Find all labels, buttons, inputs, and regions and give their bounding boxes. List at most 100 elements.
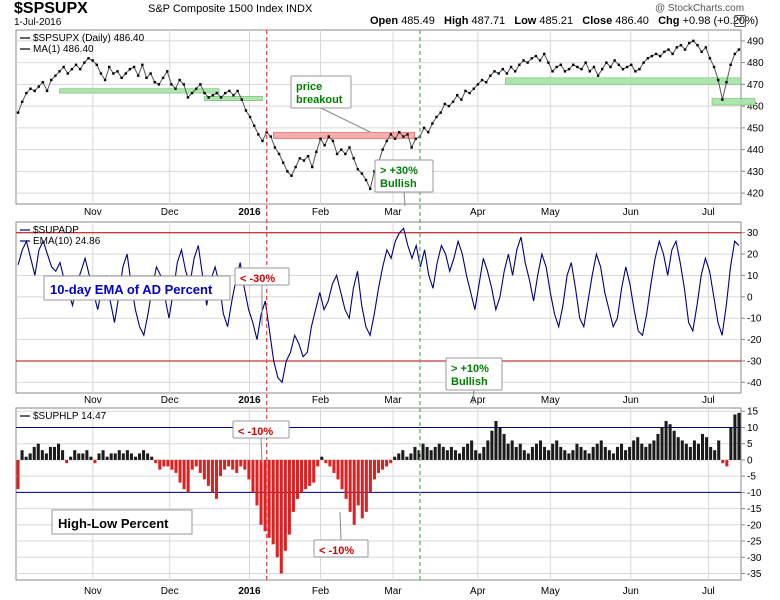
hl-bar (214, 459, 219, 499)
price-point (592, 65, 596, 69)
price-point (244, 109, 248, 112)
x-tick-label: 2016 (238, 586, 261, 597)
hl-bar (259, 459, 263, 525)
y-tick-label: 20 (747, 250, 759, 261)
hl-bar (470, 440, 474, 460)
hl-bar (202, 459, 206, 480)
hl-bar (182, 459, 186, 490)
x-tick-label: Feb (312, 586, 330, 597)
price-point (601, 67, 604, 71)
ohlc-readout: Open 485.49 High 487.71 Low 485.21 Close… (370, 15, 758, 27)
hl-bar (32, 446, 36, 460)
price-point (543, 52, 546, 56)
hl-bar (239, 459, 243, 467)
legend-entry: $SUPADP (33, 225, 79, 236)
hl-bar (466, 443, 470, 460)
hl-bar (376, 459, 381, 473)
x-tick-label: May (541, 586, 560, 597)
hl-bar (344, 459, 348, 499)
hl-bar (713, 450, 717, 460)
hl-bar (174, 459, 178, 473)
x-tick-label: Dec (161, 207, 179, 218)
chart-header: $SPSUPX S&P Composite 1500 Index INDX 1-… (0, 0, 780, 30)
hl-bar (425, 446, 429, 460)
y-tick-label: -25 (747, 537, 762, 548)
y-tick-label: 0 (747, 455, 753, 466)
hl-bar (389, 459, 393, 464)
hl-bar (360, 459, 364, 519)
price-point (224, 91, 227, 95)
price-point (393, 137, 397, 140)
hl-bar (332, 459, 336, 473)
hl-bar (583, 450, 587, 460)
hl-bar (510, 440, 514, 460)
hl-bar (73, 450, 77, 460)
price-point (584, 61, 587, 64)
hl-bar (320, 456, 324, 460)
price-point (248, 115, 252, 119)
price-point (311, 165, 314, 169)
price-point (646, 57, 649, 60)
hl-bar (526, 453, 530, 460)
hl-bar (684, 443, 688, 460)
legend-entry: $SUPHLP 14.47 (33, 411, 107, 422)
hl-bar (462, 446, 466, 460)
legend-high_low: $SUPHLP 14.47 (20, 411, 107, 422)
price-point (128, 67, 132, 71)
price-point (145, 76, 148, 80)
hl-bar (692, 440, 696, 460)
hl-bar (551, 443, 555, 460)
hl-bar (356, 459, 360, 506)
stockcharts-credit: @ StockCharts.com (655, 3, 745, 14)
price-point (431, 122, 434, 125)
hl-bar (190, 459, 194, 470)
hl-bar (429, 450, 433, 460)
annotation-hl-bullish-text: Bullish (451, 376, 488, 388)
hl-bar (275, 459, 279, 558)
hl-bar (397, 453, 401, 460)
hl-bar (198, 459, 202, 473)
annotation-ema-bullish-text: Bullish (380, 178, 417, 190)
price-point (505, 72, 509, 75)
y-tick-label: -20 (747, 520, 762, 531)
price-point (605, 61, 608, 64)
support-zone (711, 98, 756, 106)
hl-bar (538, 440, 543, 460)
hl-bar (409, 453, 413, 460)
hl-bar (632, 440, 636, 460)
hl-bar (40, 450, 44, 460)
hl-bar (522, 450, 526, 460)
y-tick-label: 0 (747, 292, 753, 303)
price-point (348, 146, 351, 149)
hl-bar (364, 459, 368, 512)
price-point (50, 78, 53, 82)
price-point (290, 174, 293, 177)
resistance-zone (273, 131, 416, 140)
price-point (439, 111, 442, 114)
price-point (625, 65, 629, 69)
price-point (203, 91, 206, 95)
hl-bar (16, 459, 20, 490)
price-point (410, 146, 413, 149)
hl-bar (283, 459, 287, 551)
legend-entry: MA(1) 486.40 (33, 44, 94, 55)
hl-bar (336, 459, 340, 480)
hl-bar (308, 459, 312, 486)
hl-bar (482, 446, 486, 460)
price-point (692, 39, 695, 43)
hl-bar (737, 412, 741, 460)
price-point (572, 63, 575, 66)
price-point (708, 57, 712, 60)
hl-bar (340, 459, 344, 490)
price-point (153, 81, 156, 84)
hl-bar (591, 446, 595, 460)
hl-bar (85, 450, 89, 460)
price-point (414, 137, 417, 140)
price-point (79, 67, 82, 71)
annotation-ad-low-text: < -30% (240, 273, 275, 285)
hl-bar (48, 446, 52, 460)
down-triangle-icon[interactable]: ▼ (734, 15, 746, 27)
price-point (654, 52, 658, 56)
price-point (567, 67, 571, 71)
